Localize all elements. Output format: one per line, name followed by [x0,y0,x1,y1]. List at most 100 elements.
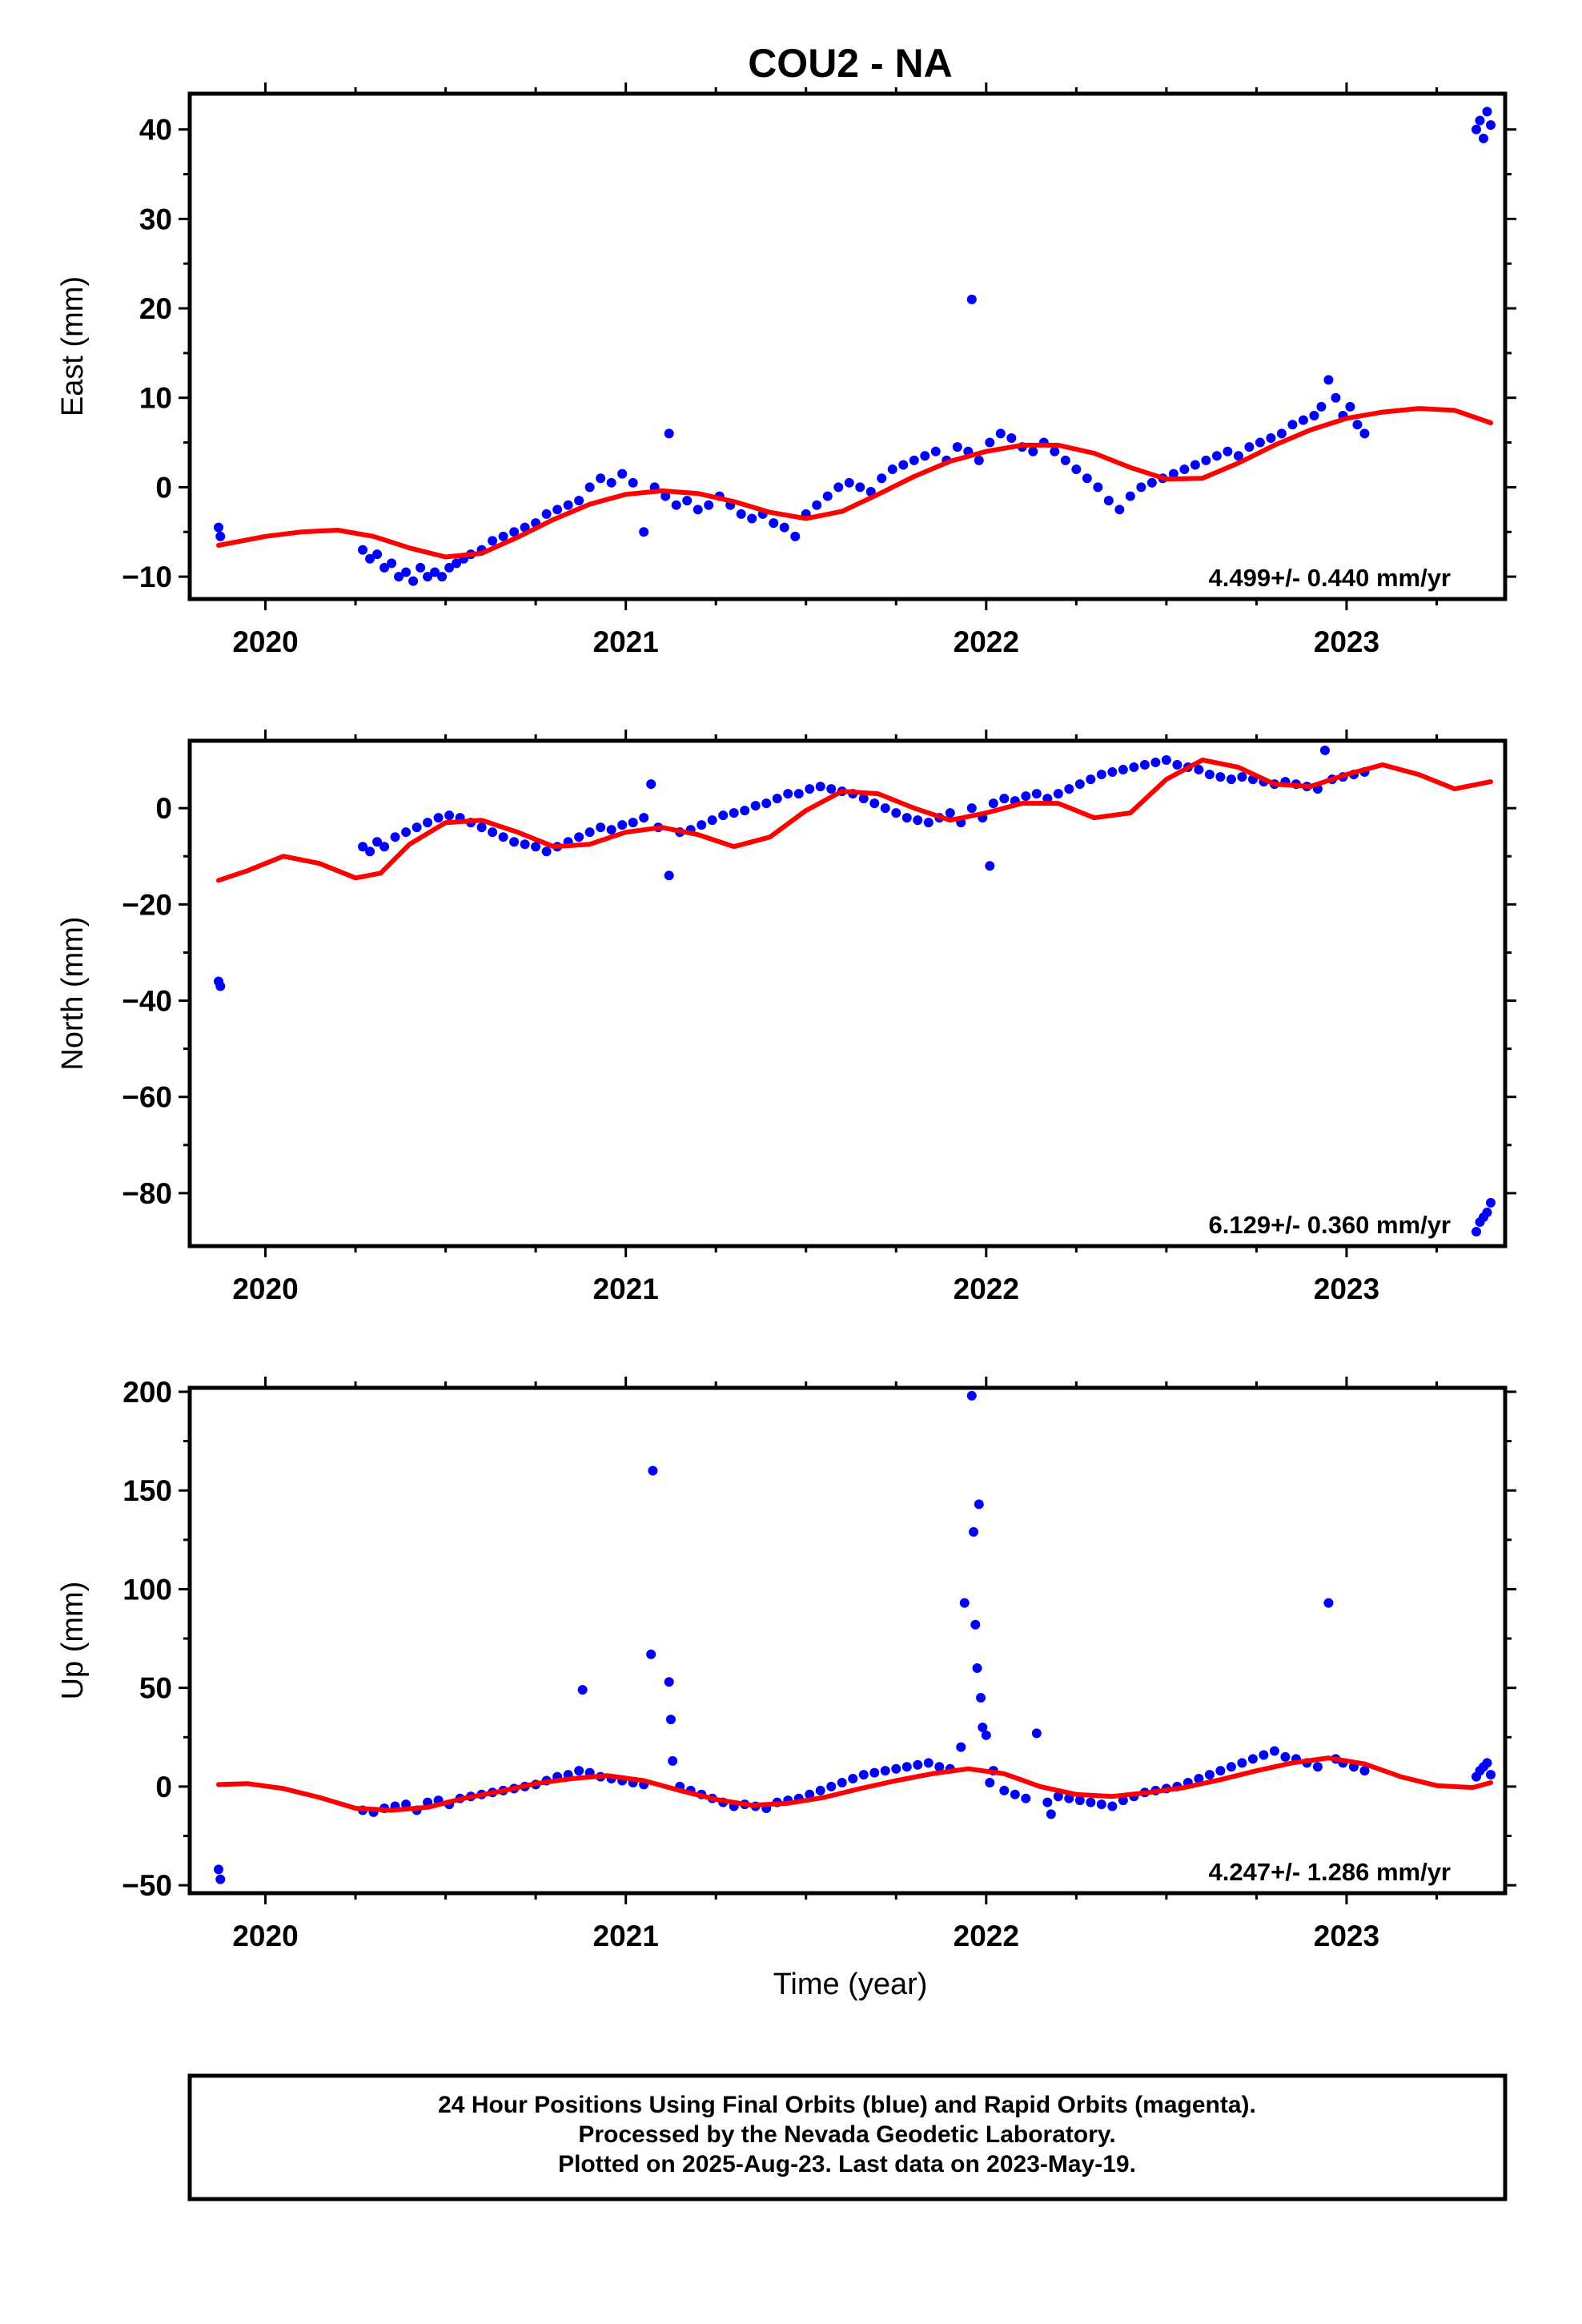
x-tick-label: 2021 [593,1273,659,1305]
data-point [214,1864,224,1875]
data-point [358,842,368,852]
data-point [869,1767,880,1778]
data-point [1021,1793,1031,1803]
data-point [956,1742,966,1752]
data-point [923,818,934,828]
data-point [1204,1770,1215,1780]
data-point [584,482,595,493]
data-point [718,810,729,821]
data-point [596,822,606,833]
panel-marks [214,1390,1496,1884]
x-tick-label: 2020 [232,1273,298,1305]
data-point [682,496,693,506]
data-point [1276,428,1287,439]
data-point [952,442,962,452]
data-point [1042,1797,1053,1807]
data-point [1096,770,1106,780]
data-point [1280,1751,1291,1762]
data-point [704,500,714,510]
data-point [750,801,761,811]
data-point [664,428,674,439]
model-fit-line [216,758,1493,883]
y-axis-label: Up (mm) [56,1582,90,1700]
data-point [531,842,541,852]
data-point [1071,464,1082,475]
x-axis-label: Time (year) [773,1968,928,2001]
data-point [444,810,455,821]
data-point [1086,1797,1096,1807]
north-panel: −80 −60 −40 −20 0 2020 2021 2022 2023 North (mm) 6… [56,730,1516,1305]
data-point [934,1762,945,1772]
data-point [574,832,584,842]
data-point [401,827,412,838]
data-point [541,509,552,519]
data-point [901,813,912,823]
data-point [779,522,789,533]
data-point [1485,120,1496,131]
data-point [966,803,977,814]
y-tick-label: 50 [139,1672,172,1705]
data-point [1074,1795,1085,1806]
data-point [1194,1774,1204,1784]
data-point [959,1598,970,1608]
y-axis-label: North (mm) [56,916,90,1070]
data-point [978,1722,988,1732]
data-point [772,794,782,804]
model-fit-line [216,406,1493,560]
data-point [1096,1799,1106,1810]
data-point [1060,455,1070,465]
data-point [1031,789,1042,799]
data-point [923,1758,934,1768]
data-point [215,981,226,991]
data-point [976,1692,986,1703]
data-point [617,820,628,830]
data-point [552,505,563,515]
data-point [574,1766,584,1776]
data-point [1485,1197,1496,1208]
data-point [1129,762,1139,773]
data-point [628,818,638,828]
data-point [1471,1226,1481,1236]
data-point [1053,1791,1063,1802]
x-tick-label: 2022 [954,625,1019,658]
data-point [1179,464,1190,475]
data-point [1118,1795,1128,1806]
data-point [877,473,887,484]
data-point [646,1649,656,1659]
data-point [985,1777,995,1787]
data-point [577,1685,588,1695]
data-point [1046,1809,1056,1819]
data-point [1226,774,1236,785]
data-point [1478,133,1488,143]
data-point [844,477,854,488]
data-point [1259,1750,1269,1760]
data-point [880,803,890,814]
data-point [584,827,595,838]
data-point [985,861,995,871]
data-point [387,558,397,569]
y-tick-label: 100 [122,1573,172,1606]
data-point [981,1730,991,1740]
data-point [697,820,707,830]
data-point [617,468,628,479]
data-point [509,837,520,847]
data-point [1226,1762,1236,1772]
data-point [833,482,844,493]
panel-frame [187,738,1508,1248]
data-point [1233,451,1243,461]
panel-frame [187,91,1508,601]
data-point [966,294,977,304]
y-tick-label: −10 [122,561,172,593]
data-point [452,558,462,569]
data-point [1010,1789,1020,1799]
data-point [401,567,412,577]
data-point [729,808,739,818]
data-point [498,832,508,842]
data-point [1211,451,1222,461]
data-point [1482,1207,1492,1217]
panel-marks [214,107,1496,586]
data-point [639,813,649,823]
data-point [628,477,638,488]
y-tick-label: −20 [122,888,172,921]
